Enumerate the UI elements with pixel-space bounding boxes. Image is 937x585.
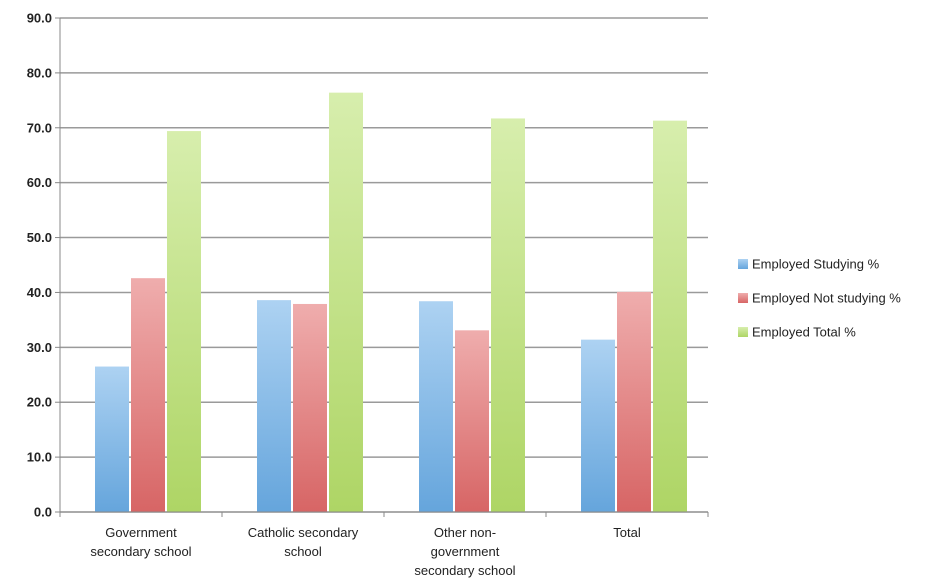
x-category-label: Total <box>613 525 641 540</box>
x-category-label: Other non- <box>434 525 496 540</box>
bar-employed-not-studying-2 <box>455 330 489 512</box>
y-tick-label: 0.0 <box>34 505 52 520</box>
legend-swatch <box>738 259 748 269</box>
legend-label: Employed Total % <box>752 325 856 340</box>
bar-employed-not-studying-1 <box>293 303 327 512</box>
x-category-label: Government <box>105 525 177 540</box>
x-category-label: secondary school <box>90 544 191 559</box>
bar-employed-total-0 <box>167 131 201 512</box>
y-tick-label: 40.0 <box>27 285 52 300</box>
x-category-label: secondary school <box>414 563 515 578</box>
legend-label: Employed Not studying % <box>752 291 901 306</box>
bar-employed-total-2 <box>491 118 525 513</box>
y-tick-label: 90.0 <box>27 11 52 26</box>
x-category-label: school <box>284 544 322 559</box>
bar-employed-studying-2 <box>419 301 453 512</box>
x-category-labels: Government secondary school Catholic secon… <box>90 525 640 578</box>
legend-label: Employed Studying % <box>752 257 880 272</box>
y-tick-label: 60.0 <box>27 175 52 190</box>
bar-employed-studying-1 <box>257 300 291 512</box>
axes <box>55 17 709 517</box>
bar-employed-studying-0 <box>95 366 129 512</box>
y-tick-label: 50.0 <box>27 230 52 245</box>
legend: Employed Studying % Employed Not studying… <box>738 257 901 340</box>
bar-employed-not-studying-3 <box>617 291 651 512</box>
bar-employed-not-studying-0 <box>131 278 165 512</box>
y-tick-label: 30.0 <box>27 340 52 355</box>
bar-employed-total-3 <box>653 120 687 513</box>
legend-swatch <box>738 293 748 303</box>
bar-employed-studying-3 <box>581 339 615 512</box>
y-tick-label: 80.0 <box>27 65 52 80</box>
x-category-label: Catholic secondary <box>248 525 359 540</box>
y-tick-label: 10.0 <box>27 450 52 465</box>
y-tick-label: 20.0 <box>27 395 52 410</box>
y-tick-label: 70.0 <box>27 120 52 135</box>
bars <box>95 92 687 513</box>
bar-employed-total-1 <box>329 92 363 512</box>
x-category-label: government <box>431 544 500 559</box>
legend-swatch <box>738 327 748 337</box>
y-tick-labels: 0.0 10.0 20.0 30.0 40.0 50.0 60.0 70.0 80.0 90.0 <box>27 11 52 520</box>
